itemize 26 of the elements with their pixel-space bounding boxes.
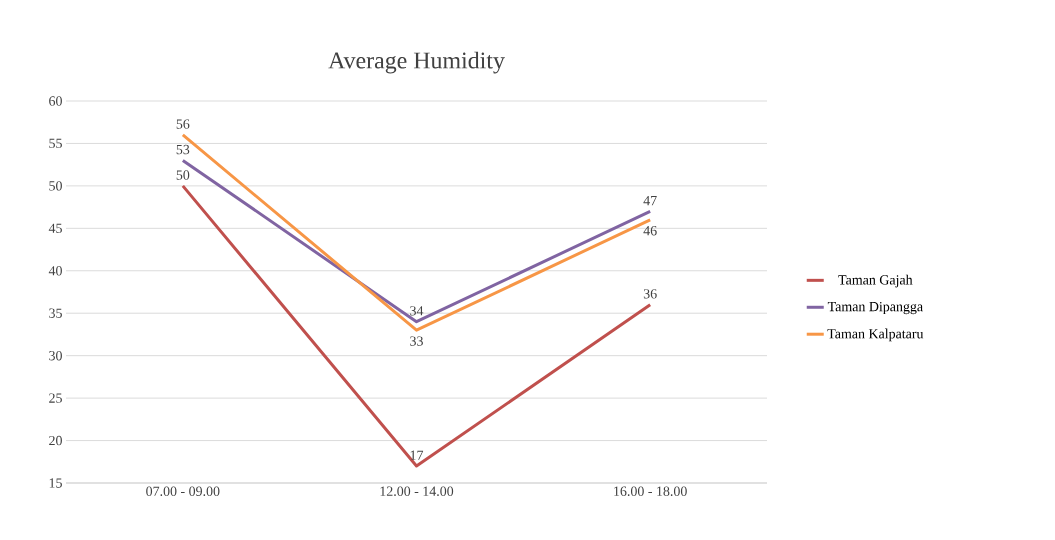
legend-label: Taman Dipangga [827, 301, 923, 315]
y-tick-label: 35 [49, 308, 62, 318]
legend-label: Taman Gajah [838, 274, 913, 288]
data-label: 36 [643, 289, 657, 299]
data-label: 47 [643, 195, 657, 206]
y-tick-label: 60 [49, 96, 62, 106]
x-tick-label: 07.00 - 09.00 [146, 486, 220, 496]
y-tick-label: 15 [49, 478, 62, 488]
y-tick-label: 45 [48, 223, 62, 233]
data-label: 53 [176, 144, 190, 155]
data-label: 46 [643, 226, 657, 236]
data-label: 34 [410, 306, 424, 316]
data-label: 50 [176, 170, 190, 180]
y-tick-label: 20 [49, 435, 62, 446]
y-tick-label: 55 [49, 138, 62, 149]
data-label: 33 [410, 336, 423, 346]
legend-label: Taman Kalpataru [827, 328, 924, 342]
chart-title: Average Humidity [328, 51, 505, 74]
x-tick-label: 16.00 - 18.00 [614, 486, 687, 496]
y-tick-label: 25 [49, 393, 62, 403]
y-tick-label: 30 [49, 350, 62, 361]
y-tick-label: 40 [48, 266, 62, 276]
y-tick-label: 50 [49, 181, 62, 191]
x-tick-label: 12.00 - 14.00 [380, 486, 454, 496]
data-label: 56 [176, 119, 190, 129]
data-label: 17 [410, 450, 424, 460]
